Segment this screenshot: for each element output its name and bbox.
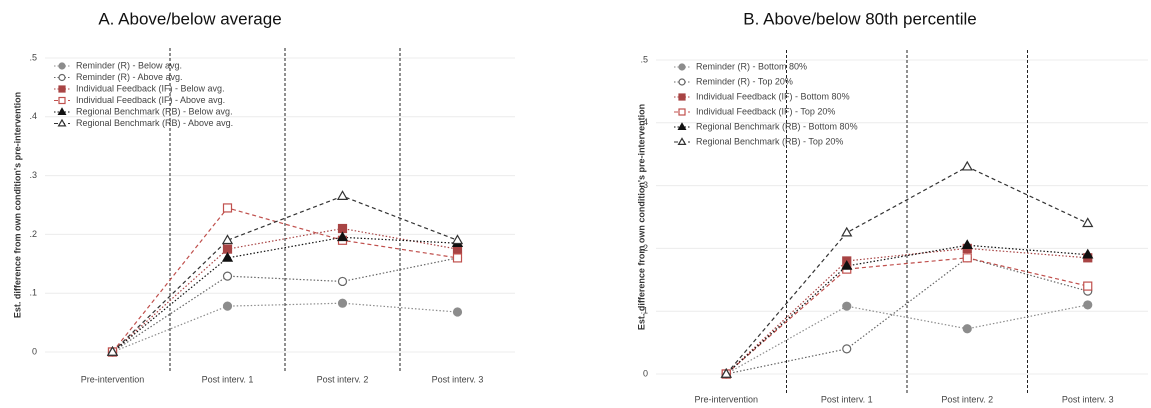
legend-marker <box>58 85 66 93</box>
point <box>337 223 348 234</box>
legend-marker <box>678 63 686 71</box>
y-axis-label: Est. difference from own condition's pre… <box>636 104 646 330</box>
legend-label: Individual Feedback (IF) - Below avg. <box>76 83 225 93</box>
y-tick-label: 0 <box>32 346 37 356</box>
point <box>842 301 852 311</box>
point <box>962 253 972 263</box>
x-tick-label: Post interv. 3 <box>432 374 484 384</box>
point <box>720 367 732 378</box>
y-tick-label: .1 <box>640 306 648 316</box>
series-line <box>726 257 1088 375</box>
series-line <box>112 257 458 353</box>
chart-title: B. Above/below 80th percentile <box>743 9 976 28</box>
x-tick-label: Pre-intervention <box>81 374 145 384</box>
y-tick-label: .3 <box>640 180 648 190</box>
point <box>221 251 234 262</box>
y-tick-label: .2 <box>29 229 37 239</box>
point <box>841 259 853 270</box>
point <box>841 226 853 237</box>
point <box>1083 300 1093 310</box>
series-line <box>725 244 1088 375</box>
point <box>1082 217 1094 228</box>
y-tick-label: .5 <box>640 54 648 64</box>
point <box>961 239 973 250</box>
y-tick-label: 0 <box>643 368 648 378</box>
legend-label: Individual Feedback (IF) - Top 20% <box>696 106 835 116</box>
point <box>337 298 348 308</box>
legend-marker <box>58 73 66 82</box>
legend-marker <box>678 78 686 86</box>
point <box>337 276 348 287</box>
legend-marker <box>58 96 66 105</box>
point <box>336 190 349 200</box>
legend-label: Regional Benchmark (RB) - Bottom 80% <box>696 121 858 131</box>
legend-marker <box>678 108 686 116</box>
point <box>842 344 852 354</box>
y-tick-label: .4 <box>29 111 37 121</box>
x-tick-label: Post interv. 1 <box>202 374 254 384</box>
legend-marker <box>677 122 687 130</box>
point <box>962 324 972 334</box>
y-tick-label: .3 <box>29 170 37 180</box>
legend-label: Individual Feedback (IF) - Above avg. <box>76 95 225 105</box>
legend-marker <box>678 93 686 101</box>
series-line <box>725 247 1088 375</box>
series-line <box>112 207 458 353</box>
x-tick-label: Pre-intervention <box>694 394 758 404</box>
legend-label: Regional Benchmark (RB) - Top 20% <box>696 136 843 146</box>
legend-label: Reminder (R) - Bottom 80% <box>696 61 807 71</box>
legend-label: Regional Benchmark (RB) - Below avg. <box>76 106 233 116</box>
point <box>336 231 349 242</box>
x-tick-label: Post interv. 2 <box>317 374 369 384</box>
legend-label: Individual Feedback (IF) - Bottom 80% <box>696 91 850 101</box>
series-line <box>112 227 458 353</box>
legend-marker <box>57 118 67 127</box>
legend-label: Reminder (R) - Above avg. <box>76 72 183 82</box>
legend-marker <box>677 137 687 145</box>
point <box>222 271 233 281</box>
y-tick-label: .2 <box>640 243 648 253</box>
series-line <box>112 236 458 353</box>
legend-label: Reminder (R) - Below avg. <box>76 60 182 70</box>
point <box>1083 281 1093 291</box>
series-line <box>725 257 1088 375</box>
y-tick-label: .4 <box>640 117 648 127</box>
point <box>222 244 233 254</box>
series-line <box>112 195 458 353</box>
chart-title: A. Above/below average <box>98 9 281 28</box>
point <box>106 345 119 356</box>
point <box>222 301 233 311</box>
x-tick-label: Post interv. 1 <box>821 394 873 404</box>
point <box>452 307 463 317</box>
point <box>222 203 233 213</box>
x-tick-label: Post interv. 2 <box>941 394 993 404</box>
y-tick-label: .1 <box>29 288 37 298</box>
legend-marker <box>57 107 67 116</box>
legend-label: Regional Benchmark (RB) - Above avg. <box>76 118 233 128</box>
y-tick-label: .5 <box>29 52 37 62</box>
point <box>221 234 234 245</box>
point <box>961 160 973 171</box>
point <box>1082 248 1094 259</box>
series-line <box>725 304 1088 375</box>
x-tick-label: Post interv. 3 <box>1062 394 1114 404</box>
point <box>451 234 464 245</box>
series-line <box>725 166 1089 375</box>
y-axis-label: Est. difference from own condition's pre… <box>12 92 22 318</box>
legend-marker <box>58 62 66 70</box>
legend-label: Reminder (R) - Top 20% <box>696 76 793 86</box>
point <box>452 253 463 263</box>
